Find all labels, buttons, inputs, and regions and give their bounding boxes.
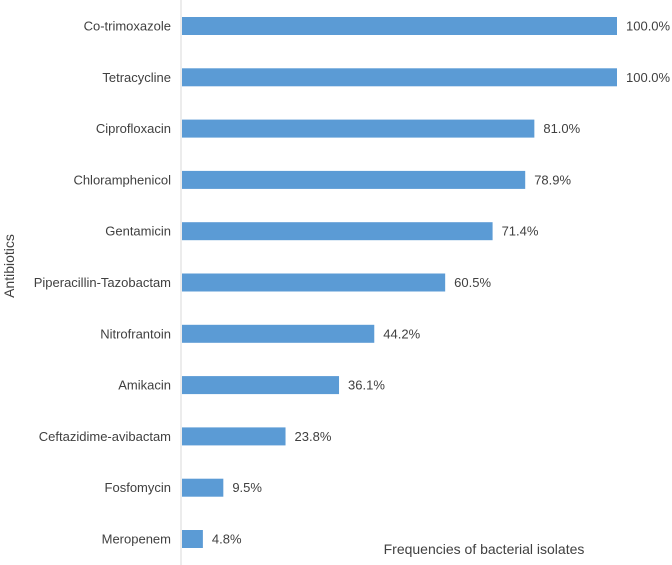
bar xyxy=(182,427,286,446)
data-label: 60.5% xyxy=(454,275,491,290)
bars-layer xyxy=(182,17,617,548)
bar xyxy=(182,170,526,189)
category-label: Piperacillin-Tazobactam xyxy=(34,275,171,290)
category-label: Gentamicin xyxy=(105,224,171,239)
data-label: 9.5% xyxy=(232,480,262,495)
category-label: Ceftazidime-avibactam xyxy=(39,429,171,444)
bar xyxy=(182,273,446,292)
data-label: 23.8% xyxy=(295,429,332,444)
data-label: 71.4% xyxy=(502,224,539,239)
bar xyxy=(182,530,203,548)
bar xyxy=(182,376,340,395)
category-label: Co-trimoxazole xyxy=(84,19,171,34)
bar xyxy=(182,17,617,35)
data-label: 44.2% xyxy=(383,326,420,341)
bar xyxy=(182,222,493,241)
data-label: 81.0% xyxy=(543,121,580,136)
data-label: 100.0% xyxy=(626,70,671,85)
labels-layer: Co-trimoxazole 100.0% Tetracycline 100.0% Ci… xyxy=(34,19,671,547)
bar xyxy=(182,478,224,497)
category-label: Fosfomycin xyxy=(105,480,171,495)
data-label: 4.8% xyxy=(212,532,242,547)
data-label: 36.1% xyxy=(348,378,385,393)
category-label: Ciprofloxacin xyxy=(96,121,171,136)
bar xyxy=(182,119,535,138)
category-label: Amikacin xyxy=(118,378,171,393)
category-label: Meropenem xyxy=(102,532,171,547)
x-axis-title: Frequencies of bacterial isolates xyxy=(384,541,585,557)
data-label: 100.0% xyxy=(626,19,671,34)
y-axis-title: Antibiotics xyxy=(1,234,17,298)
bar xyxy=(182,324,375,343)
data-label: 78.9% xyxy=(534,172,571,187)
bar xyxy=(182,68,617,87)
category-label: Chloramphenicol xyxy=(73,172,171,187)
category-label: Nitrofrantoin xyxy=(100,326,171,341)
category-label: Tetracycline xyxy=(102,70,171,85)
